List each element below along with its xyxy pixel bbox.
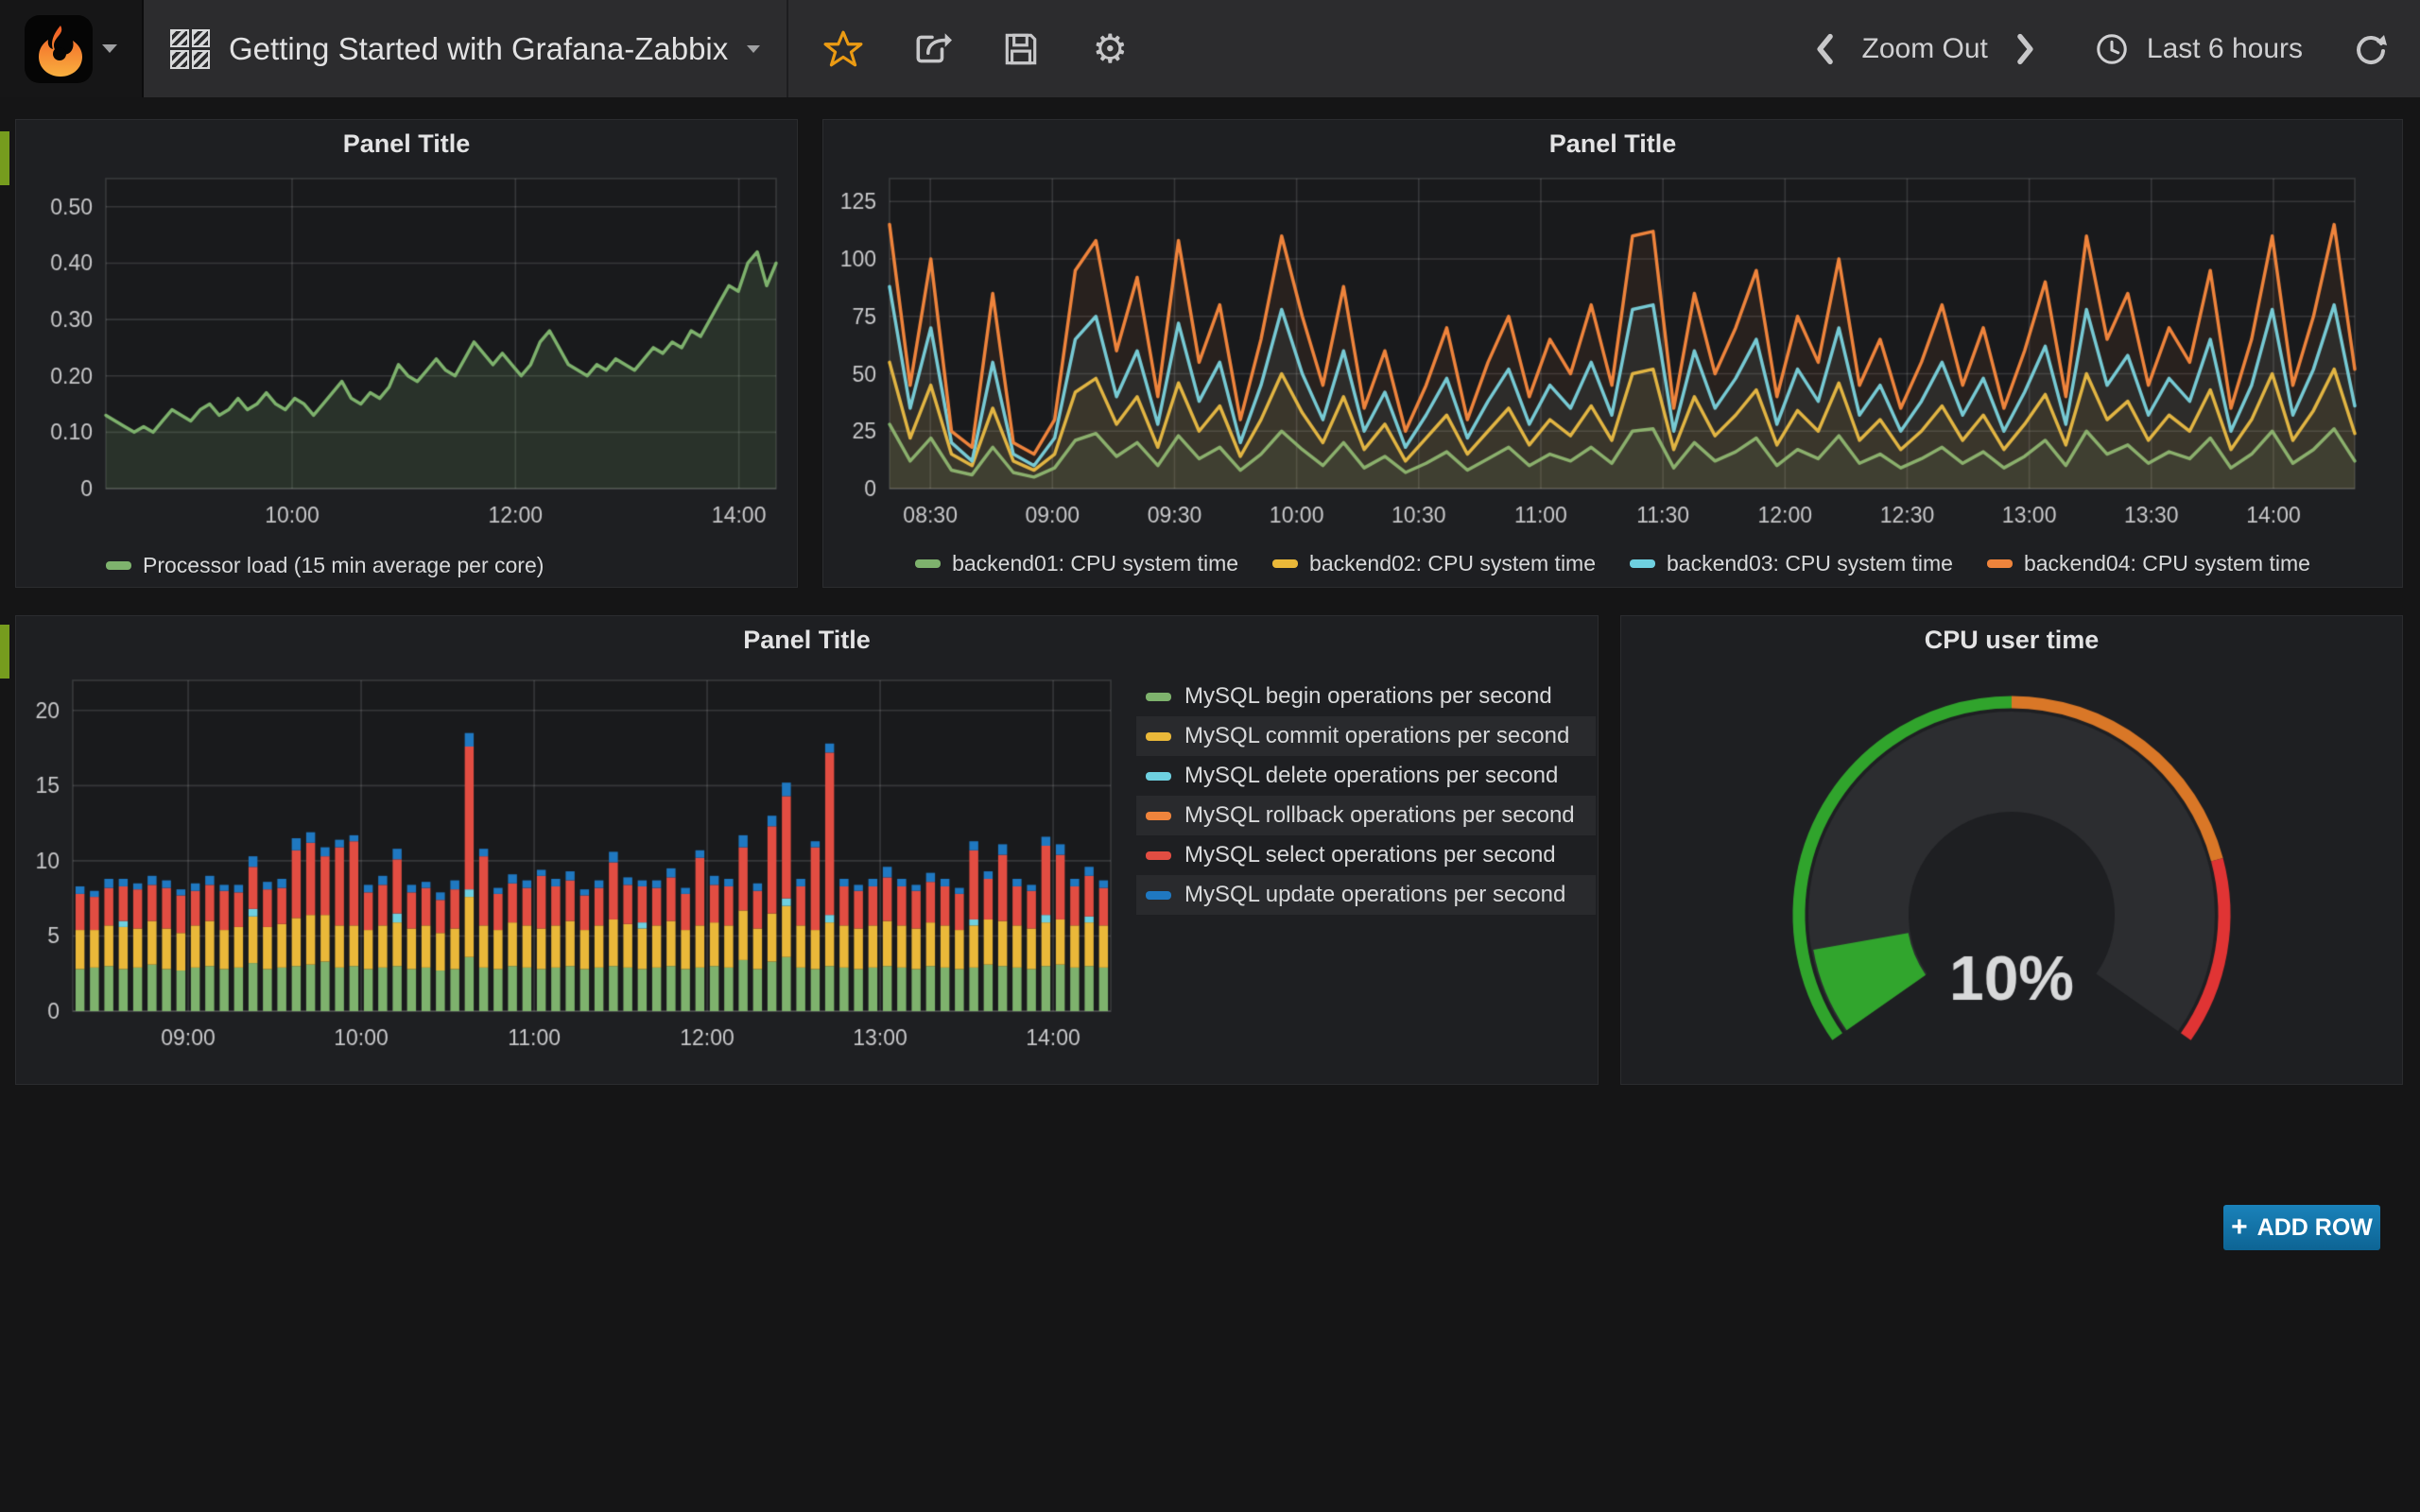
legend-color-swatch bbox=[1146, 890, 1171, 900]
zoom-out-button[interactable]: Zoom Out bbox=[1861, 32, 1988, 64]
legend-label: MySQL update operations per second bbox=[1184, 882, 1566, 907]
time-shift-right-button[interactable] bbox=[2005, 28, 2047, 70]
legend-item[interactable]: MySQL select operations per second bbox=[1136, 835, 1596, 875]
star-icon bbox=[823, 30, 863, 66]
time-range-picker[interactable]: Last 6 hours bbox=[2094, 31, 2303, 67]
legend-item[interactable]: MySQL update operations per second bbox=[1136, 875, 1596, 915]
save-button[interactable] bbox=[1000, 28, 1042, 70]
legend-item[interactable]: backend01: CPU system time bbox=[915, 551, 1238, 576]
legend-label: MySQL commit operations per second bbox=[1184, 723, 1570, 748]
row-menu-handle-2[interactable] bbox=[0, 625, 9, 679]
dashboard-title: Getting Started with Grafana-Zabbix bbox=[229, 30, 729, 66]
legend-item[interactable]: backend03: CPU system time bbox=[1630, 551, 1953, 576]
legend-item[interactable]: MySQL begin operations per second bbox=[1136, 677, 1596, 716]
settings-button[interactable]: ⚙ bbox=[1089, 28, 1131, 70]
grafana-menu-button[interactable] bbox=[0, 0, 144, 97]
legend-color-swatch bbox=[1146, 811, 1171, 820]
legend-item[interactable]: MySQL commit operations per second bbox=[1136, 716, 1596, 756]
refresh-button[interactable] bbox=[2350, 28, 2392, 70]
legend-label: backend03: CPU system time bbox=[1667, 551, 1953, 576]
dashboard-grid-icon bbox=[170, 28, 210, 69]
panel-title[interactable]: Panel Title bbox=[1548, 129, 1677, 158]
dashboard-area: Panel Title Processor load (15 min avera… bbox=[0, 97, 2420, 1512]
panel-cpu-system-time: Panel Title backend01: CPU system time b… bbox=[822, 119, 2403, 588]
gear-icon: ⚙ bbox=[1092, 26, 1129, 71]
legend-label: MySQL rollback operations per second bbox=[1184, 802, 1575, 828]
legend-color-swatch bbox=[1146, 692, 1171, 701]
row-menu-handle-1[interactable] bbox=[0, 131, 9, 185]
legend-color-swatch bbox=[106, 561, 131, 570]
legend-color-swatch bbox=[1986, 559, 2013, 568]
panel-title[interactable]: CPU user time bbox=[1924, 626, 2100, 654]
legend-item[interactable]: MySQL rollback operations per second bbox=[1136, 796, 1596, 835]
legend: backend01: CPU system time backend02: CP… bbox=[823, 551, 2402, 576]
clock-icon bbox=[2097, 33, 2127, 64]
refresh-icon bbox=[2357, 34, 2387, 64]
chevron-right-icon bbox=[2017, 33, 2033, 64]
panel-processor-load: Panel Title Processor load (15 min avera… bbox=[15, 119, 798, 588]
legend-label: MySQL select operations per second bbox=[1184, 842, 1556, 868]
panel-mysql-operations: Panel Title MySQL begin operations per s… bbox=[15, 615, 1599, 1085]
legend-label: backend01: CPU system time bbox=[952, 551, 1239, 576]
legend-item[interactable]: backend04: CPU system time bbox=[1986, 551, 2310, 576]
time-shift-left-button[interactable] bbox=[1804, 28, 1845, 70]
plus-icon: + bbox=[2231, 1211, 2248, 1243]
caret-down-icon bbox=[747, 44, 761, 53]
navbar: Getting Started with Grafana-Zabbix bbox=[0, 0, 2420, 97]
save-icon bbox=[1005, 33, 1037, 64]
legend-color-swatch bbox=[1272, 559, 1299, 568]
gauge-canvas[interactable] bbox=[1621, 662, 2402, 1082]
legend-color-swatch bbox=[1146, 850, 1171, 860]
panel-cpu-user-time: CPU user time bbox=[1620, 615, 2403, 1085]
add-row-label: ADD ROW bbox=[2256, 1213, 2373, 1241]
time-controls: Zoom Out Last 6 hours bbox=[1804, 28, 2420, 70]
legend-color-swatch bbox=[1630, 559, 1655, 568]
chevron-left-icon bbox=[1816, 33, 1833, 64]
panel-title[interactable]: Panel Title bbox=[342, 129, 471, 158]
zoom-controls: Zoom Out bbox=[1804, 28, 2047, 70]
add-row-button[interactable]: + ADD ROW bbox=[2223, 1205, 2380, 1250]
panel1-graph-canvas[interactable] bbox=[16, 165, 797, 543]
time-range-label: Last 6 hours bbox=[2146, 32, 2303, 64]
dashboard-actions: ⚙ bbox=[786, 0, 1165, 97]
legend-label: Processor load (15 min average per core) bbox=[143, 553, 544, 577]
panel3-graph-canvas[interactable] bbox=[16, 662, 1598, 1068]
legend-label: MySQL delete operations per second bbox=[1184, 763, 1559, 788]
star-button[interactable] bbox=[822, 28, 864, 70]
legend-label: backend02: CPU system time bbox=[1309, 551, 1596, 576]
legend: MySQL begin operations per second MySQL … bbox=[1136, 677, 1596, 915]
grafana-logo-icon bbox=[39, 25, 82, 77]
legend-item[interactable]: MySQL delete operations per second bbox=[1136, 756, 1596, 796]
grafana-logo bbox=[25, 14, 93, 83]
legend-color-swatch bbox=[1146, 771, 1171, 781]
legend-color-swatch bbox=[915, 559, 942, 568]
panel-title[interactable]: Panel Title bbox=[743, 626, 871, 654]
legend-item[interactable]: Processor load (15 min average per core) bbox=[106, 553, 544, 578]
panel2-graph-canvas[interactable] bbox=[823, 165, 2402, 543]
caret-down-icon bbox=[102, 44, 117, 53]
dashboard-title-picker[interactable]: Getting Started with Grafana-Zabbix bbox=[144, 0, 786, 97]
share-icon bbox=[916, 32, 953, 62]
legend-label: backend04: CPU system time bbox=[2023, 551, 2310, 576]
share-button[interactable] bbox=[911, 28, 953, 70]
legend-label: MySQL begin operations per second bbox=[1184, 683, 1552, 709]
legend-color-swatch bbox=[1146, 731, 1171, 741]
legend-item[interactable]: backend02: CPU system time bbox=[1272, 551, 1596, 576]
